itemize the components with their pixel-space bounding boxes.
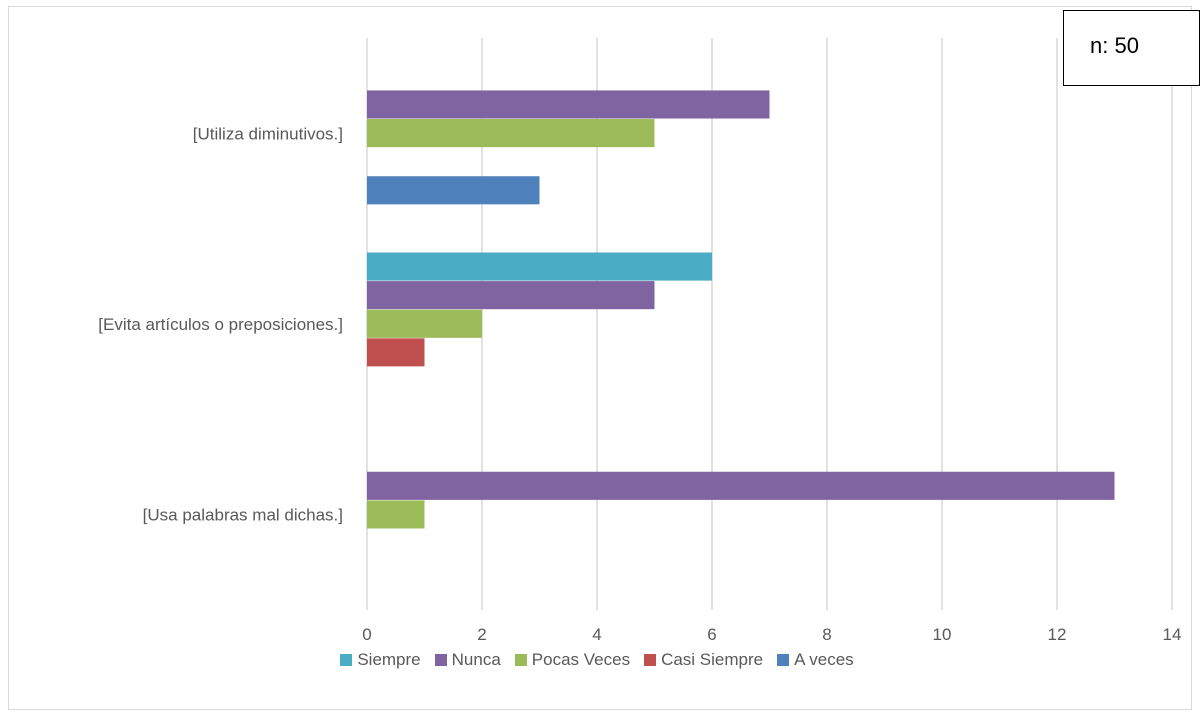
sample-size-label: n: 50 [1090, 33, 1139, 58]
sample-size-box: n: 50 [1063, 10, 1200, 86]
legend: Siempre Nunca Pocas Veces Casi Siempre A vec… [0, 646, 1200, 674]
category-labels: [Utiliza diminutivos.] [Evita artículos o… [98, 124, 343, 524]
bar-siempre [367, 252, 712, 281]
x-tick-label: 4 [592, 625, 601, 644]
bar-nunca [367, 471, 1115, 500]
legend-label: Nunca [451, 650, 501, 669]
legend-label: Casi Siempre [661, 650, 764, 669]
bar-pocas-veces [367, 500, 425, 529]
legend-item: Nunca [434, 650, 501, 670]
x-tick-label: 6 [707, 625, 716, 644]
legend-label: Pocas Veces [531, 650, 631, 669]
bar-pocas-veces [367, 119, 655, 148]
bar-nunca [367, 281, 655, 310]
x-tick-labels: 0 2 4 6 8 10 12 14 [362, 625, 1181, 644]
bar-a-veces [367, 176, 540, 205]
legend-swatch [514, 654, 527, 666]
category-label: [Utiliza diminutivos.] [193, 124, 343, 143]
legend-label: A veces [794, 650, 854, 669]
x-tick-label: 10 [933, 625, 952, 644]
x-tick-label: 0 [362, 625, 371, 644]
x-tick-label: 8 [822, 625, 831, 644]
legend-swatch [434, 654, 447, 666]
legend-swatch [777, 654, 790, 666]
bar-nunca [367, 90, 770, 119]
legend-item: Casi Siempre [644, 650, 763, 670]
legend-label: Siempre [357, 650, 421, 669]
legend-swatch [340, 654, 353, 666]
legend-item: A veces [777, 650, 854, 670]
x-tick-label: 2 [477, 625, 486, 644]
bar-pocas-veces [367, 309, 482, 338]
bars [367, 90, 1115, 529]
category-label: [Usa palabras mal dichas.] [143, 506, 343, 525]
legend-swatch [644, 654, 657, 666]
category-label: [Evita artículos o preposiciones.] [98, 315, 343, 334]
legend-item: Pocas Veces [514, 650, 631, 670]
legend-item: Siempre [340, 650, 421, 670]
x-tick-label: 14 [1163, 625, 1182, 644]
bar-casi-siempre [367, 338, 425, 367]
x-tick-label: 12 [1048, 625, 1067, 644]
